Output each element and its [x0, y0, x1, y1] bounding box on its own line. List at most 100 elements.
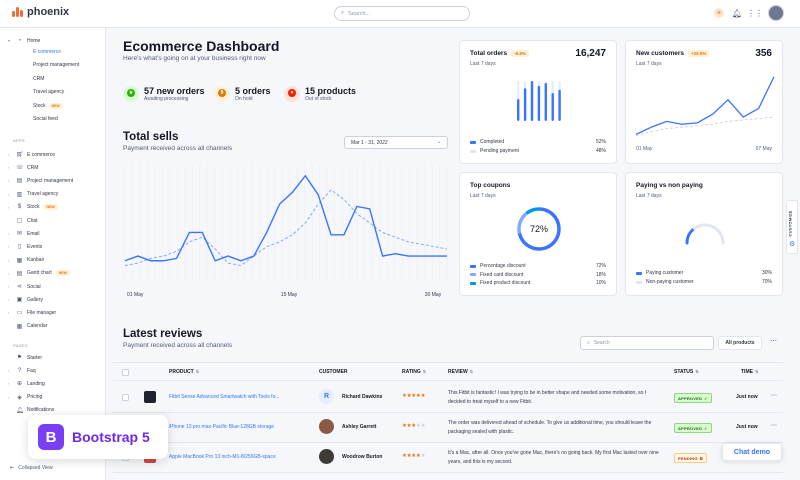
- sidebar-app-item[interactable]: › 🛒︎ E commerce: [8, 150, 55, 159]
- sidebar-subitem[interactable]: Social feed: [33, 116, 58, 122]
- donut-center-label: 72%: [530, 224, 548, 234]
- collapsed-view-label: Collapsed View: [18, 465, 53, 471]
- sidebar-page-item[interactable]: 🔔︎ Notifications: [8, 406, 54, 415]
- sidebar-item-home[interactable]: ▾ ◔ Home: [8, 36, 40, 45]
- chevron-right-icon: ›: [8, 244, 10, 250]
- row-more-icon[interactable]: ⋯: [771, 423, 777, 429]
- chevron-right-icon: ›: [8, 368, 10, 374]
- legend-value: 72%: [595, 263, 606, 269]
- customer-avatar[interactable]: [319, 419, 334, 434]
- sidebar-subitem-label: Project management: [33, 62, 80, 69]
- sidebar-app-item[interactable]: › ✉ Email: [8, 229, 40, 238]
- star-icon: ★: [402, 453, 407, 459]
- collapsed-view-toggle[interactable]: ⇤ Collapsed View: [10, 465, 53, 471]
- customer-avatar[interactable]: R: [319, 389, 334, 404]
- share-icon: ⋖: [16, 284, 23, 290]
- brand-name: phoenix: [27, 6, 70, 18]
- sidebar-app-item[interactable]: › ▤ Gantt chart NEW: [8, 269, 70, 278]
- search-placeholder: Search: [593, 340, 610, 346]
- apps-grid-icon[interactable]: ⋮⋮: [747, 8, 763, 18]
- sidebar-app-item[interactable]: › ▭ File manager: [8, 308, 56, 317]
- sidebar-subitem[interactable]: Travel agency: [33, 89, 64, 95]
- sidebar-page-item[interactable]: ›? Faq: [8, 366, 36, 375]
- column-header-rating[interactable]: RATING ⇅: [402, 369, 427, 375]
- row-checkbox[interactable]: [122, 394, 129, 401]
- sidebar-subitem[interactable]: E commerce: [33, 49, 61, 55]
- sidebar-app-item[interactable]: ▦ Calendar: [8, 322, 48, 331]
- legend-label: Non-paying customer: [646, 279, 694, 285]
- sidebar-page-item[interactable]: › ◈ Pricing: [8, 393, 42, 402]
- sidebar-app-item[interactable]: › ☏ CRM: [8, 163, 38, 172]
- pie-slice-1: [517, 211, 529, 234]
- sidebar-page-item[interactable]: ⚑ Starter: [8, 353, 42, 362]
- theme-toggle-icon[interactable]: ☀: [714, 8, 724, 18]
- product-link[interactable]: Apple MacBook Pro 13 inch-M1-8/256GB-spa…: [169, 454, 276, 460]
- bell-icon[interactable]: 🔔︎: [731, 8, 743, 18]
- global-search[interactable]: ⌕ Search...: [334, 6, 470, 21]
- sidebar-app-item[interactable]: ▢ Chat: [8, 216, 38, 225]
- customer-name[interactable]: Woodrow Burton: [342, 454, 383, 460]
- sidebar-subitem[interactable]: CRM: [33, 76, 44, 82]
- legend-swatch: [636, 271, 642, 275]
- sidebar-app-item[interactable]: › ▣ Gallery: [8, 295, 43, 304]
- product-link[interactable]: iPhone 13 pro max-Pacific Blue-128GB sto…: [169, 424, 275, 430]
- bookmark-icon: ▯: [17, 244, 22, 251]
- card-value: 16,247: [575, 48, 606, 59]
- legend-value: 48%: [595, 148, 606, 154]
- product-link[interactable]: Fitbit Sense Advanced Smartwatch with To…: [169, 394, 280, 400]
- column-header-product[interactable]: PRODUCT ⇅: [169, 369, 200, 375]
- customer-name[interactable]: Ashley Garrett: [342, 424, 377, 430]
- help-icon: ?: [17, 367, 22, 374]
- sidebar-app-item[interactable]: › ▯ Events: [8, 242, 42, 251]
- legend-row: Pending payment 48%: [470, 147, 606, 155]
- bell-icon: 🔔︎: [16, 407, 24, 414]
- product-image[interactable]: [144, 391, 156, 403]
- sidebar-page-item[interactable]: › ⊕ Landing: [8, 379, 45, 388]
- select-all-checkbox[interactable]: [122, 369, 129, 376]
- reviews-search-input[interactable]: ⌕ Search: [580, 336, 714, 350]
- card-subtitle: Last 7 days: [470, 61, 496, 67]
- card-subtitle: Last 7 days: [636, 193, 662, 199]
- x-tick-label: 01 May: [127, 292, 144, 298]
- customer-avatar[interactable]: [319, 449, 334, 464]
- stat-title: 5 orders: [235, 86, 271, 96]
- column-header-status[interactable]: STATUS ⇅: [674, 369, 699, 375]
- sidebar-app-item[interactable]: › ▤ Project management: [8, 176, 73, 185]
- bar: [537, 85, 541, 121]
- sidebar-item-label: File manager: [27, 309, 57, 316]
- sidebar-app-item[interactable]: › ▦ Kanban: [8, 256, 44, 265]
- paying-card: Paying vs non paying Last 7 days Paying …: [625, 172, 783, 296]
- pie-slice-2: [526, 207, 540, 215]
- sidebar-subitem[interactable]: Project management: [33, 62, 79, 68]
- bootstrap-logo-icon: B: [38, 424, 64, 450]
- star-icon: ★: [406, 393, 412, 399]
- bar: [544, 83, 547, 121]
- total-orders-chart: [517, 81, 561, 121]
- column-header-customer[interactable]: CUSTOMER: [319, 369, 348, 375]
- top-coupons-chart: 72%: [517, 207, 561, 251]
- legend-label: Completed: [480, 139, 505, 145]
- all-products-button[interactable]: All products: [718, 336, 762, 350]
- date-range-select[interactable]: Mar 1 - 31, 2022 ⌄: [344, 136, 448, 149]
- sidebar-item-label: Calendar: [27, 323, 48, 330]
- sidebar-app-item[interactable]: › $ Stock NEW: [8, 203, 58, 212]
- customize-tab[interactable]: CUSTOMIZE ⚙: [786, 200, 798, 254]
- chat-demo-button[interactable]: Chat demo: [722, 443, 782, 461]
- sidebar-subitem[interactable]: Stock NEW: [33, 102, 63, 109]
- sidebar-item-label: Email: [27, 230, 40, 237]
- paying-chart: [685, 223, 725, 245]
- legend-row: Percentage discount 72%: [470, 262, 606, 270]
- row-more-icon[interactable]: ⋯: [771, 393, 777, 399]
- sort-icon: ⇅: [195, 369, 200, 374]
- customer-name[interactable]: Richard Dawkins: [342, 394, 383, 400]
- user-avatar[interactable]: [768, 5, 784, 21]
- sidebar-item-label: Starter: [27, 354, 43, 361]
- sidebar-app-item[interactable]: › ▥ Travel agency: [8, 190, 58, 199]
- more-options-icon[interactable]: ⋯: [770, 338, 777, 345]
- sidebar-app-item[interactable]: › ⋖ Social: [8, 282, 41, 291]
- brand-logo[interactable]: phoenix: [12, 6, 69, 18]
- column-header-time[interactable]: TIME ⇅: [741, 369, 759, 375]
- column-header-review[interactable]: REVIEW ⇅: [448, 369, 474, 375]
- flag-icon: ⚑: [16, 355, 23, 361]
- chevron-right-icon: ›: [8, 191, 10, 197]
